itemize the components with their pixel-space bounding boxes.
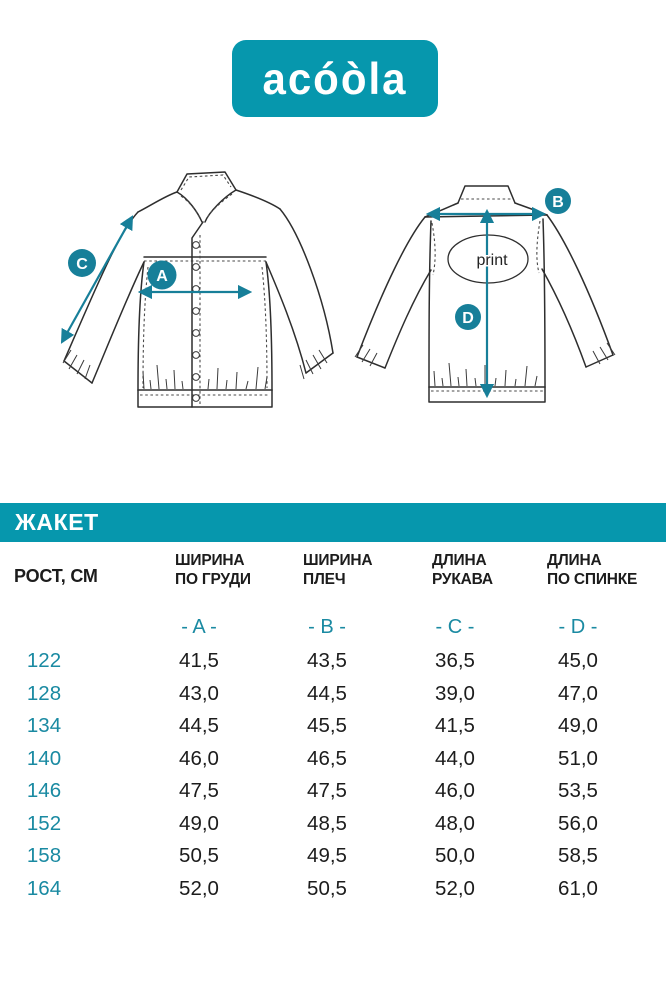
column-header-shoulders: ШИРИНА ПЛЕЧ	[303, 551, 373, 589]
table-cell: 48,5	[307, 811, 347, 835]
brand-logo-text: acóòla	[262, 53, 408, 103]
column-letter-a: - A -	[181, 616, 217, 638]
table-row: 158 50,5 49,5 50,0 58,5	[0, 840, 666, 872]
table-cell: 47,5	[307, 779, 347, 802]
section-banner: ЖАКЕТ	[0, 503, 666, 542]
button-icons	[192, 241, 200, 402]
table-cell: 43,5	[307, 649, 347, 672]
table-cell: 46,5	[307, 746, 347, 770]
jacket-front-diagram: A C	[60, 171, 334, 408]
jacket-front-outline	[62, 171, 334, 408]
table-cell: 47,0	[558, 681, 598, 705]
size-value: 164	[26, 876, 62, 900]
table-row: 128 43,0 44,5 39,0 47,0	[0, 678, 666, 710]
table-cell: 41,5	[179, 649, 219, 672]
table-row: 152 49,0 48,5 48,0 56,0	[0, 808, 666, 840]
table-cell: 52,0	[179, 876, 219, 900]
table-cell: 49,5	[307, 844, 347, 867]
page-title: ЖАКЕТ	[15, 509, 99, 535]
table-cell: 36,5	[435, 649, 475, 672]
column-header-line: ШИРИНА	[175, 552, 245, 569]
table-row: 146 47,5 47,5 46,0 53,5	[0, 775, 666, 807]
size-value: 146	[26, 779, 62, 802]
back-measurements: print B D	[425, 188, 571, 399]
column-letter-c: - C -	[435, 616, 475, 638]
table-cell: 50,5	[307, 876, 347, 900]
table-row: 134 44,5 45,5 41,5 49,0	[0, 710, 666, 742]
badge-d	[455, 304, 481, 330]
jacket-back-outline	[354, 185, 616, 403]
size-column-header: РОСТ, СМ	[14, 566, 98, 586]
table-cell: 44,0	[435, 746, 475, 770]
size-value: 140	[26, 746, 62, 770]
badge-c-letter: C	[76, 256, 88, 273]
table-cell: 45,5	[307, 714, 347, 737]
table-cell: 47,5	[179, 779, 219, 802]
table-cell: 49,0	[558, 714, 598, 737]
table-cell: 50,0	[435, 844, 475, 867]
table-cell: 51,0	[558, 746, 598, 770]
badge-b	[545, 188, 571, 214]
column-header-line: ШИРИНА	[303, 552, 373, 569]
column-header-line: РУКАВА	[432, 571, 493, 588]
front-measurements: A C	[60, 215, 253, 344]
column-header-chest: ШИРИНА ПО ГРУДИ	[175, 551, 251, 589]
sleeve-length-arrow	[60, 215, 134, 344]
table-cell: 52,0	[435, 876, 475, 900]
table-cell: 44,5	[179, 714, 219, 737]
table-cell: 43,0	[179, 681, 219, 705]
size-value: 158	[26, 844, 62, 867]
table-cell: 53,5	[558, 779, 598, 802]
size-value: 134	[26, 714, 62, 737]
column-header-line: ПО СПИНКЕ	[547, 571, 638, 588]
column-header-back: ДЛИНА ПО СПИНКЕ	[547, 551, 637, 589]
table-row: 164 52,0 50,5 52,0 61,0	[0, 873, 666, 905]
column-header-line: ДЛИНА	[547, 552, 602, 569]
column-header-line: ПО ГРУДИ	[175, 571, 251, 588]
brand-logo: acóòla	[232, 40, 438, 117]
table-cell: 61,0	[558, 876, 598, 900]
size-value: 128	[26, 681, 62, 705]
column-header-line: ПЛЕЧ	[303, 571, 346, 588]
table-row: 140 46,0 46,5 44,0 51,0	[0, 743, 666, 775]
badge-d-letter: D	[462, 310, 474, 327]
table-cell: 58,5	[558, 844, 598, 867]
table-cell: 41,5	[435, 714, 475, 737]
column-header-line: ДЛИНА	[432, 552, 487, 569]
table-cell: 50,5	[179, 844, 219, 867]
print-label: print	[476, 252, 508, 269]
jacket-back-diagram: print B D	[354, 185, 616, 403]
column-letter-b: - B -	[308, 616, 346, 638]
table-cell: 49,0	[179, 811, 219, 835]
column-letter-d: - D -	[558, 616, 598, 638]
badge-a-letter: A	[156, 268, 168, 285]
table-cell: 48,0	[435, 811, 475, 835]
size-value: 122	[26, 649, 62, 672]
table-row: 122 41,5 43,5 36,5 45,0	[0, 645, 666, 677]
table-cell: 45,0	[558, 649, 598, 672]
badge-b-letter: B	[552, 194, 564, 211]
badge-c	[68, 249, 96, 277]
table-cell: 56,0	[558, 811, 598, 835]
badge-a	[147, 260, 177, 290]
column-header-sleeve: ДЛИНА РУКАВА	[432, 551, 493, 589]
table-cell: 46,0	[435, 779, 475, 802]
table-cell: 39,0	[435, 681, 475, 705]
table-cell: 44,5	[307, 681, 347, 705]
table-cell: 46,0	[179, 746, 219, 770]
size-value: 152	[26, 811, 62, 835]
